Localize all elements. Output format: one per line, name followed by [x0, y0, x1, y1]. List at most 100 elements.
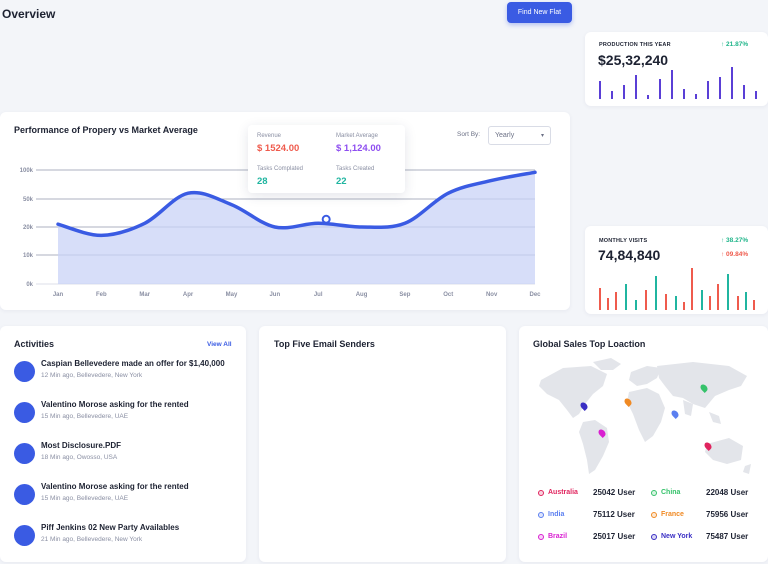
email-senders-card: Top Five Email Senders	[259, 326, 506, 562]
activity-item[interactable]: Valentino Morose asking for the rented 15…	[14, 400, 189, 423]
activity-title: Piff Jenkins 02 New Party Availables	[41, 523, 180, 532]
global-sales-title: Global Sales Top Loaction	[533, 339, 646, 349]
highlight-point[interactable]	[321, 214, 331, 224]
sort-by-select[interactable]: Yearly ▾	[488, 126, 551, 145]
visits-bars	[599, 268, 755, 310]
legend-location-name: New York	[661, 533, 693, 540]
x-tick-label: Jan	[53, 292, 64, 298]
x-tick-label: Oct	[443, 292, 453, 298]
view-all-link[interactable]: View All	[207, 341, 232, 348]
legend-item-india[interactable]: India	[538, 511, 564, 518]
tooltip-tasks-created-label: Tasks Created	[336, 166, 375, 172]
legend-user-count: 25017 User	[593, 532, 636, 541]
x-tick-label: Nov	[486, 292, 498, 298]
chevron-down-icon: ▾	[540, 133, 544, 139]
world-map-land	[539, 358, 751, 474]
activity-text: Most Disclosure.PDF 18 Min ago, Owosso, U…	[41, 441, 121, 461]
activity-text: Piff Jenkins 02 New Party Availables 21 M…	[41, 523, 179, 543]
find-new-flat-button[interactable]: Find New Flat	[507, 2, 572, 23]
tooltip-market-value: $ 1,124.00	[336, 143, 381, 154]
email-senders-title: Top Five Email Senders	[274, 339, 375, 349]
activity-title: Most Disclosure.PDF	[41, 441, 122, 450]
activity-item[interactable]: Caspian Bellevedere made an offer for $1…	[14, 359, 225, 382]
activity-text: Valentino Morose asking for the rented 15…	[41, 400, 189, 420]
activity-title: Valentino Morose asking for the rented	[41, 400, 189, 409]
activities-card: Activities View All	[0, 326, 246, 562]
legend-dot	[651, 511, 657, 518]
activity-meta: 15 Min ago, Bellevedere, UAE	[41, 495, 129, 502]
tooltip-market-label: Market Average	[336, 133, 378, 139]
series-line	[56, 170, 537, 238]
legend-user-count: 22048 User	[706, 488, 749, 497]
activity-title: Valentino Morose asking for the rented	[41, 482, 189, 491]
world-map	[539, 358, 751, 474]
activity-text: Caspian Bellevedere made an offer for $1…	[41, 359, 225, 379]
legend-user-count: 75956 User	[706, 510, 749, 519]
activity-meta: 18 Min ago, Owosso, USA	[41, 454, 118, 461]
x-tick-label: Apr	[183, 292, 194, 298]
legend-location-name: China	[661, 489, 681, 496]
page-title: Overview	[2, 7, 56, 21]
legend-item-brazil[interactable]: Brazil	[538, 533, 567, 540]
legend-location-name: India	[548, 511, 565, 518]
tooltip-tasks-completed-label: Tasks Complated	[257, 166, 304, 172]
production-value: $25,32,240	[598, 52, 669, 68]
legend-user-count: 25042 User	[593, 488, 636, 497]
y-tick-label: 100k	[20, 168, 34, 174]
performance-title: Performance of Propery vs Market Average	[14, 125, 198, 135]
production-bars	[599, 67, 757, 99]
global-sales-card: Global Sales Top Loaction	[519, 326, 768, 562]
tooltip-revenue-label: Revenue	[257, 133, 282, 139]
x-tick-label: Dec	[529, 292, 541, 298]
production-label: PRODUCTION THIS YEAR	[599, 42, 671, 48]
y-tick-label: 50k	[23, 197, 34, 203]
sort-by-label: Sort By:	[457, 131, 481, 138]
activity-avatar	[14, 525, 35, 546]
production-trend: ↑ 21.87%	[721, 41, 749, 48]
legend-item-australia[interactable]: Australia	[538, 489, 578, 496]
visits-label: MONTHLY VISITS	[599, 238, 648, 244]
tooltip-tasks-created-value: 22	[336, 176, 347, 187]
activity-item[interactable]: Piff Jenkins 02 New Party Availables 21 M…	[14, 523, 179, 546]
monthly-visits-card: MONTHLY VISITS ↑ 38.27% ↑ 09.84% 74,84,8…	[585, 226, 768, 314]
activities-title: Activities	[14, 339, 55, 349]
activity-avatar	[14, 443, 35, 464]
visits-trend-up: ↑ 38.27%	[721, 237, 749, 244]
legend-dot	[538, 511, 544, 518]
y-tick-label: 10k	[23, 253, 34, 259]
legend-item-new-york[interactable]: New York	[651, 533, 692, 540]
activity-meta: 21 Min ago, Bellevedere, New York	[41, 536, 143, 543]
activity-item[interactable]: Valentino Morose asking for the rented 15…	[14, 482, 189, 505]
legend-location-name: Brazil	[548, 533, 568, 540]
visits-trend-down: ↑ 09.84%	[721, 251, 749, 258]
activity-text: Valentino Morose asking for the rented 15…	[41, 482, 189, 502]
legend-item-china[interactable]: China	[651, 489, 680, 496]
activity-item[interactable]: Most Disclosure.PDF 18 Min ago, Owosso, U…	[14, 441, 121, 464]
x-tick-label: May	[226, 292, 238, 298]
legend-location-name: Australia	[548, 489, 578, 496]
legend-dot	[538, 489, 544, 496]
activity-title: Caspian Bellevedere made an offer for $1…	[41, 359, 225, 368]
visits-value: 74,84,840	[598, 247, 661, 263]
tooltip-revenue-value: $ 1524.00	[257, 143, 300, 154]
activity-avatar	[14, 484, 35, 505]
legend-user-count: 75487 User	[706, 532, 749, 541]
x-tick-label: Feb	[96, 292, 107, 298]
legend-user-count: 75112 User	[593, 510, 635, 519]
tooltip-tasks-completed-value: 28	[257, 176, 268, 187]
legend-location-name: France	[661, 511, 684, 518]
performance-chart: 0k 10k 20k 50k 100k Jan Feb Mar Apr May Jun Jul Aug S…	[20, 168, 542, 298]
legend-dot	[651, 533, 657, 540]
production-sparkline	[599, 67, 757, 99]
chart-tooltip: Revenue $ 1524.00 Market Average $ 1,124…	[248, 125, 405, 193]
x-tick-label: Jun	[269, 292, 280, 298]
legend-item-france[interactable]: France	[651, 511, 684, 518]
x-tick-label: Aug	[356, 292, 368, 298]
legend-dot	[538, 533, 544, 540]
y-tick-label: 0k	[26, 282, 33, 288]
production-card: PRODUCTION THIS YEAR ↑ 21.87% $25,32,240	[585, 32, 768, 106]
activity-avatar	[14, 361, 35, 382]
sort-by-value: Yearly	[495, 132, 515, 139]
x-tick-label: Jul	[314, 292, 323, 298]
legend-dot	[651, 489, 657, 496]
